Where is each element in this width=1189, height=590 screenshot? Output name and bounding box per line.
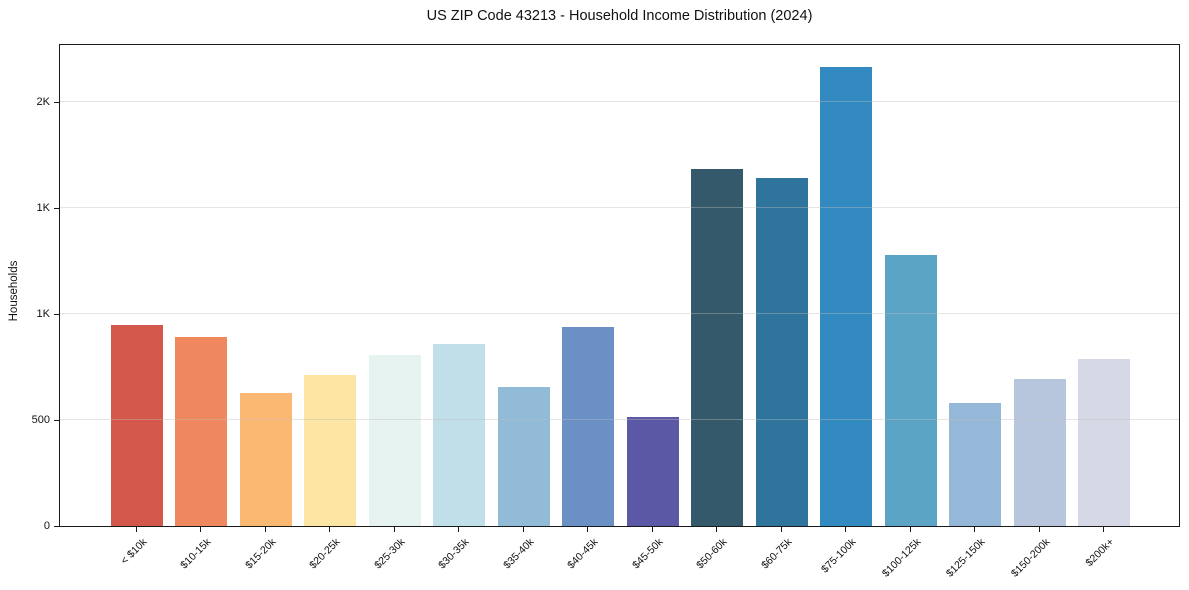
x-tick-mark [1103,527,1105,532]
bar-$100-125k [884,254,937,526]
y-tick-mark [54,314,59,316]
x-tick-mark [587,527,589,532]
y-tick-label: 2K [36,96,50,109]
y-tick-label: 1K [36,308,50,321]
y-tick-label: 500 [31,414,50,427]
y-axis-label: Households [8,260,20,322]
bar-$35-40k [497,387,550,526]
bar-$45-50k [626,416,679,526]
plot-area [59,44,1180,527]
x-tick-mark [522,527,524,532]
gridline-500 [60,419,1179,421]
x-tick-mark [329,527,331,532]
bar-$25-30k [368,355,421,526]
x-tick-mark [1038,527,1040,532]
bar-$50-60k [691,169,744,526]
x-tick-mark [780,527,782,532]
y-tick-mark [54,420,59,422]
x-tick-mark [651,527,653,532]
bar-< $10k [110,324,163,526]
x-tick-mark [458,527,460,532]
x-tick-label: < $10k [117,536,149,567]
y-tick-mark [54,102,59,104]
x-tick-mark [974,527,976,532]
bar-$60-75k [755,177,808,526]
bar-$30-35k [433,343,486,526]
bar-$75-100k [820,67,873,526]
x-tick-mark [200,527,202,532]
y-tick-label: 0 [43,520,50,532]
y-tick-mark [54,526,59,527]
y-tick-mark [54,208,59,210]
x-tick-mark [716,527,718,532]
x-tick-mark [845,527,847,532]
gridline-1K [60,313,1179,315]
y-tick-label: 1K [36,202,50,215]
x-tick-mark [264,527,266,532]
x-tick-mark [393,527,395,532]
bar-$10-15k [175,337,228,526]
gridline-2K [60,101,1179,103]
x-tick-mark [135,527,137,532]
bar-$150-200k [1013,378,1066,526]
bar-$20-25k [304,374,357,526]
x-tick-mark [909,527,911,532]
bar-$200k+ [1078,358,1131,526]
bar-$15-20k [239,392,292,526]
bar-$125-150k [949,403,1002,526]
bar-$40-45k [562,326,615,526]
gridline-1K [60,207,1179,209]
chart-title: US ZIP Code 43213 - Household Income Dis… [426,8,813,24]
